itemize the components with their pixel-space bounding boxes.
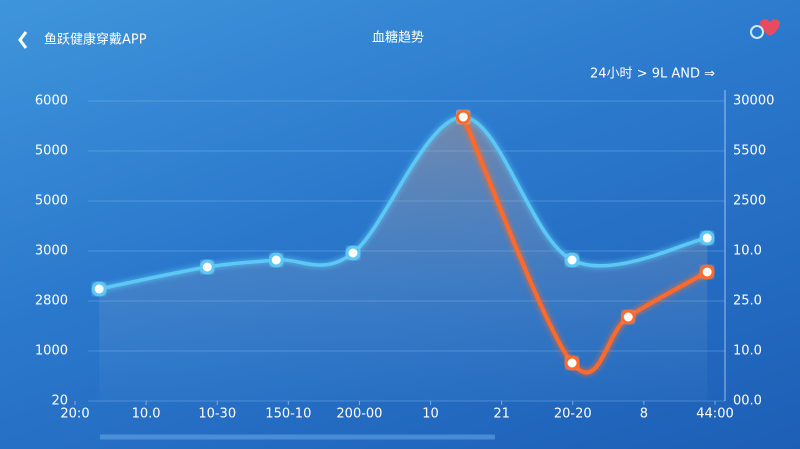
x-tick-label: 200-00	[336, 407, 382, 422]
data-point	[699, 264, 715, 280]
x-tick-label: 44:00	[696, 407, 733, 422]
y2-tick-label: 2500	[733, 194, 766, 209]
data-point	[564, 355, 580, 371]
data-point	[268, 252, 284, 268]
x-tick-label: 8	[640, 407, 648, 422]
data-point	[91, 281, 107, 297]
data-point	[345, 245, 361, 261]
y-tick-label: 20	[51, 394, 68, 409]
profile-icon[interactable]	[750, 19, 780, 39]
y-tick-label: 5000	[35, 144, 68, 159]
data-point	[620, 309, 636, 325]
x-tick-label: 150-10	[265, 407, 311, 422]
data-point	[199, 259, 215, 275]
y2-tick-label: 00.0	[733, 394, 762, 409]
line	[461, 116, 709, 375]
y2-tick-label: 10.0	[733, 244, 762, 259]
y2-tick-label: 10.0	[733, 344, 762, 359]
y-tick-label: 6000	[35, 94, 68, 109]
y-tick-label: 3000	[35, 244, 68, 259]
back-icon[interactable]	[18, 31, 28, 49]
x-tick-label: 20-20	[554, 407, 592, 422]
back-label[interactable]: 鱼跃健康穿戴APP	[44, 32, 147, 48]
y-tick-label: 1000	[35, 344, 68, 359]
y-tick-label: 2800	[35, 294, 68, 309]
chart-title: 血糖趋势	[372, 30, 424, 46]
x-tick-label: 20:0	[60, 407, 89, 422]
range-selector[interactable]: 24小时 > 9L AND ⇒	[590, 67, 715, 82]
y-tick-label: 5000	[35, 194, 68, 209]
area	[99, 116, 708, 401]
y2-tick-label: 30000	[733, 94, 774, 109]
data-point	[699, 230, 715, 246]
x-tick-label: 10	[422, 407, 439, 422]
x-tick-label: 10-30	[198, 407, 236, 422]
data-point	[455, 109, 471, 125]
x-tick-label: 21	[493, 407, 510, 422]
y2-tick-label: 5500	[733, 144, 766, 159]
y2-tick-label: 25.0	[733, 294, 762, 309]
x-tick-label: 10.0	[132, 407, 161, 422]
data-point	[564, 252, 580, 268]
